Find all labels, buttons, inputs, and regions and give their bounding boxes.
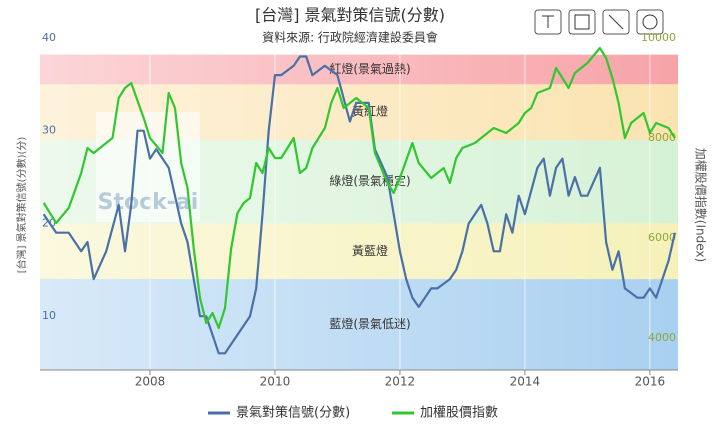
- band-fade: [40, 279, 678, 370]
- band-label: 紅燈(景氣過熱): [329, 61, 410, 76]
- circle-tool[interactable]: [636, 9, 664, 35]
- series-line: [42, 55, 676, 355]
- y-axis-label: [台灣] 景氣對策信號(分數)(分): [15, 137, 28, 274]
- y2-tick-label: 4000: [648, 331, 676, 344]
- toolbar: [534, 9, 664, 35]
- band-label: 藍燈(景氣低迷): [329, 316, 410, 331]
- legend-label: 加權股價指數: [420, 406, 498, 421]
- band-fade: [40, 223, 678, 280]
- x-tick-label: 2016: [635, 375, 666, 389]
- y2-tick-label: 6000: [648, 231, 676, 244]
- line-icon: [608, 14, 624, 30]
- text-icon: [542, 15, 554, 28]
- y2-axis-label: 加權股價指數(Index): [694, 148, 709, 262]
- legend-label: 景氣對策信號(分數): [236, 405, 350, 421]
- y2-tick-label: 8000: [648, 131, 676, 144]
- x-tick-label: 2012: [385, 375, 416, 389]
- chart-title: [台灣] 景氣對策信號(分數): [255, 6, 445, 25]
- y2-tick-label: 10000: [641, 31, 676, 44]
- band-label: 綠燈(景氣穩定): [329, 173, 410, 188]
- x-tick-label: 2014: [510, 375, 541, 389]
- band-label: 黃藍燈: [352, 243, 388, 258]
- y-tick-label: 10: [42, 309, 56, 322]
- rect-tool[interactable]: [568, 9, 596, 35]
- y-tick-label: 30: [42, 124, 56, 137]
- x-tick-label: 2008: [135, 375, 166, 389]
- series-line: [42, 46, 676, 330]
- watermark: Stock-ai: [98, 190, 199, 215]
- rect-icon: [574, 14, 590, 30]
- y-tick-label: 40: [42, 31, 56, 44]
- x-tick-label: 2010: [260, 375, 291, 389]
- circle-icon: [642, 14, 658, 30]
- chart-subtitle: 資料來源: 行政院經濟建設委員會: [262, 30, 438, 45]
